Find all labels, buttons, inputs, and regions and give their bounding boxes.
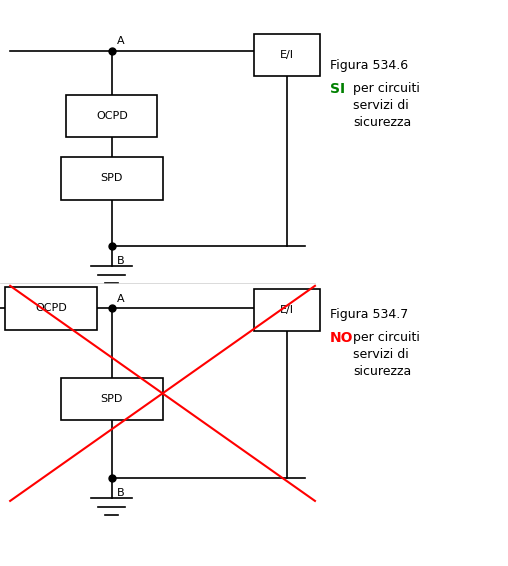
Text: per circuiti
servizi di
sicurezza: per circuiti servizi di sicurezza <box>353 331 420 378</box>
Bar <box>66 95 157 137</box>
Text: Figura 534.6: Figura 534.6 <box>330 59 408 72</box>
Text: E/I: E/I <box>280 305 294 315</box>
Text: B: B <box>117 488 124 499</box>
Text: B: B <box>117 256 124 267</box>
Text: A: A <box>117 294 124 304</box>
Text: OCPD: OCPD <box>35 303 67 314</box>
Text: SPD: SPD <box>101 173 123 183</box>
Text: OCPD: OCPD <box>96 111 128 121</box>
Text: SI: SI <box>330 82 345 96</box>
Text: SPD: SPD <box>101 394 123 404</box>
Bar <box>61 157 163 199</box>
Bar <box>5 287 97 329</box>
Text: E/I: E/I <box>280 50 294 60</box>
Text: NO: NO <box>330 331 354 345</box>
Bar <box>254 289 320 331</box>
Text: per circuiti
servizi di
sicurezza: per circuiti servizi di sicurezza <box>353 82 420 129</box>
Bar <box>254 34 320 76</box>
Text: Figura 534.7: Figura 534.7 <box>330 308 408 321</box>
Text: A: A <box>117 36 124 46</box>
Bar <box>61 378 163 420</box>
